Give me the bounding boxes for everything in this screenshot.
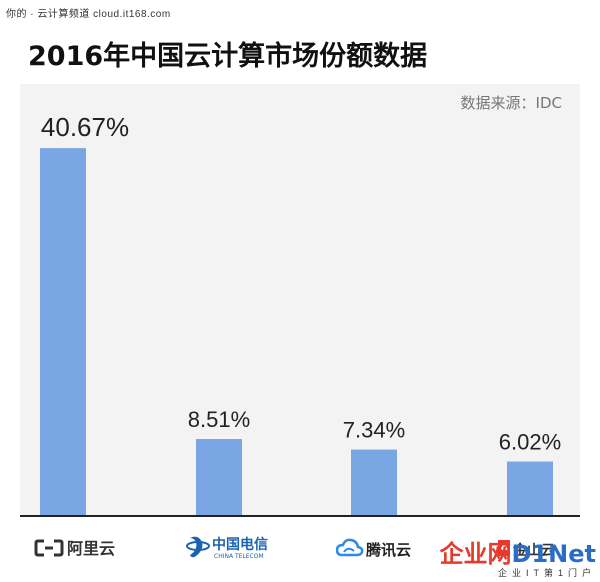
- value-label-2: 7.34%: [343, 418, 405, 443]
- d1net-brand-b: D1Net: [511, 540, 596, 568]
- value-label-0: 40.67%: [41, 112, 129, 142]
- bar-1: [196, 439, 242, 516]
- d1net-brand-a: 企业网: [439, 540, 512, 568]
- kingsoft-cloud-logo-icon: 金山云: [498, 540, 555, 559]
- telecom-logo-icon: 中国电信 CHINA TELECOM: [186, 536, 268, 560]
- bar-0: [40, 148, 86, 516]
- logo-aliyun: 阿里云: [34, 536, 124, 560]
- title-band: [0, 24, 600, 84]
- logo-telecom-label: 中国电信: [212, 536, 268, 553]
- logo-telecom-sub: CHINA TELECOM: [214, 553, 264, 560]
- d1net-watermark: 企业网D1Net 企业IT第1门户: [440, 534, 596, 579]
- source-watermark: 你的 · 云计算频道 cloud.it168.com: [6, 9, 171, 20]
- logo-aliyun-label: 阿里云: [67, 539, 115, 558]
- data-source-note: 数据来源：IDC: [460, 94, 562, 112]
- d1net-brand: 企业网D1Net: [440, 534, 596, 569]
- logo-tencent: 腾讯云: [335, 537, 426, 561]
- tencent-cloud-logo-icon: 腾讯云: [335, 538, 411, 559]
- value-label-1: 8.51%: [188, 407, 250, 432]
- d1net-tagline: 企业IT第1门户: [497, 568, 596, 578]
- plot-background: [20, 84, 580, 516]
- bar-3: [507, 461, 553, 516]
- logo-kingsoft-label: 金山云: [512, 542, 555, 559]
- chart-title: 2016年中国云计算市场份额数据: [28, 41, 428, 72]
- bars-group: [40, 148, 553, 516]
- value-label-3: 6.02%: [499, 430, 561, 455]
- logo-telecom: 中国电信 CHINA TELECOM: [184, 532, 284, 562]
- logo-kingsoft: 金山云: [496, 537, 560, 561]
- bar-2: [351, 449, 397, 516]
- logo-tencent-label: 腾讯云: [365, 541, 411, 559]
- value-labels-group: 40.67% 8.51% 7.34% 6.02%: [41, 112, 561, 454]
- aliyun-logo-icon: 阿里云: [34, 539, 115, 558]
